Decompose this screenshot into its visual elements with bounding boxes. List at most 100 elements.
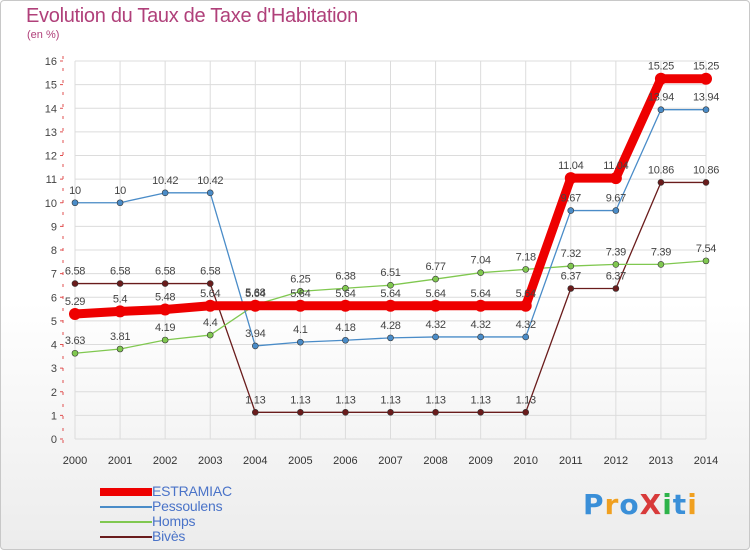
data-label: 5.64	[335, 288, 355, 300]
data-point	[567, 285, 575, 292]
x-tick-label: 2012	[604, 455, 628, 467]
data-point	[657, 106, 665, 113]
x-tick-label: 2000	[63, 455, 87, 467]
x-tick-label: 2006	[333, 455, 357, 467]
y-tick-label: 10	[45, 198, 57, 210]
data-point	[702, 257, 710, 265]
y-tick-label: 15	[45, 80, 57, 92]
data-point	[432, 409, 439, 416]
data-label: 9.67	[606, 193, 626, 205]
data-labels: 5.29 5.4 5.48 5.64 5.64 5.64 5.64 5.64 5.64 5.64 5…	[65, 61, 720, 407]
y-tick-label: 8	[51, 245, 57, 257]
data-label: 1.13	[471, 394, 491, 406]
brand-logo-letter: i	[662, 488, 673, 521]
brand-logo-letter: r	[604, 488, 620, 521]
data-label: 6.58	[155, 266, 175, 278]
data-point	[477, 333, 484, 341]
data-label: 6.58	[200, 266, 220, 278]
data-point	[702, 106, 710, 113]
x-tick-label: 2011	[559, 455, 583, 467]
data-label: 5.64	[200, 288, 220, 300]
data-point	[116, 345, 124, 353]
x-tick-label: 2005	[288, 455, 312, 467]
data-label: 3.94	[245, 328, 265, 340]
x-tick-label: 2004	[243, 455, 267, 467]
data-point	[339, 299, 352, 312]
data-label: 5.4	[113, 293, 128, 305]
data-label: 6.51	[380, 267, 400, 279]
data-label: 10.86	[693, 164, 719, 176]
brand-logo-letter: P	[583, 488, 605, 521]
data-point	[477, 409, 484, 416]
data-label: 4.1	[293, 324, 308, 336]
data-point	[206, 280, 214, 287]
x-tick-label: 2002	[153, 455, 177, 467]
data-point	[116, 199, 124, 207]
y-tick-label: 12	[45, 151, 57, 163]
data-point	[342, 336, 349, 344]
data-point	[567, 262, 575, 270]
x-tick-label: 2008	[423, 455, 447, 467]
chart-subtitle: (en %)	[27, 29, 60, 41]
y-tick-label: 7	[51, 269, 57, 281]
data-label: 9.67	[561, 193, 581, 205]
data-point	[474, 299, 487, 312]
data-label: 11.04	[603, 160, 628, 172]
data-point	[161, 336, 169, 344]
y-tick-label: 11	[46, 174, 57, 186]
data-label: 5.64	[290, 288, 310, 300]
data-point	[249, 299, 262, 312]
legend-label: Bivès	[152, 528, 186, 544]
data-point	[432, 275, 439, 283]
brand-logo-letter: t	[672, 488, 688, 521]
legend-swatch	[100, 488, 152, 496]
data-label: 1.13	[335, 394, 355, 406]
data-point	[657, 179, 665, 186]
data-point	[432, 333, 439, 341]
data-label: 6.38	[335, 270, 355, 282]
data-point	[71, 280, 79, 287]
data-point	[161, 189, 169, 197]
data-label: 6.58	[110, 266, 130, 278]
data-label: 5.64	[380, 288, 400, 300]
y-tick-label: 16	[45, 56, 57, 68]
data-point	[297, 338, 304, 346]
data-label: 4.28	[380, 320, 400, 332]
y-tick-label: 4	[51, 340, 57, 352]
data-point	[342, 409, 349, 416]
data-label: 11.04	[558, 160, 583, 172]
x-tick-label: 2003	[198, 455, 222, 467]
data-label: 10.42	[152, 175, 178, 187]
data-point	[564, 172, 577, 185]
data-point	[206, 189, 214, 197]
y-tick-label: 2	[51, 387, 57, 399]
y-tick-label: 9	[51, 221, 57, 233]
data-point	[159, 303, 172, 316]
data-point	[251, 342, 259, 350]
x-tick-label: 2013	[649, 455, 673, 467]
data-label: 3.81	[110, 331, 130, 343]
y-tick-label: 0	[51, 434, 57, 446]
data-point	[387, 409, 394, 416]
data-point	[654, 72, 667, 85]
data-label: 5.64	[516, 288, 536, 300]
legend-label: Pessoulens	[152, 498, 223, 514]
legend-swatch	[100, 536, 152, 538]
data-point	[116, 280, 124, 287]
brand-logo: ProXiti	[583, 488, 698, 521]
data-label: 1.13	[425, 394, 445, 406]
data-point	[609, 172, 622, 185]
data-point	[69, 308, 81, 321]
data-point	[384, 299, 397, 312]
data-label: 5.64	[425, 288, 445, 300]
data-label: 7.32	[561, 248, 581, 260]
data-point	[342, 284, 349, 292]
data-label: 13.94	[648, 92, 674, 104]
legend-label: ESTRAMIAC	[152, 483, 232, 499]
data-point	[71, 199, 79, 207]
data-point	[522, 409, 530, 416]
data-point	[522, 333, 530, 341]
grid	[74, 60, 707, 440]
